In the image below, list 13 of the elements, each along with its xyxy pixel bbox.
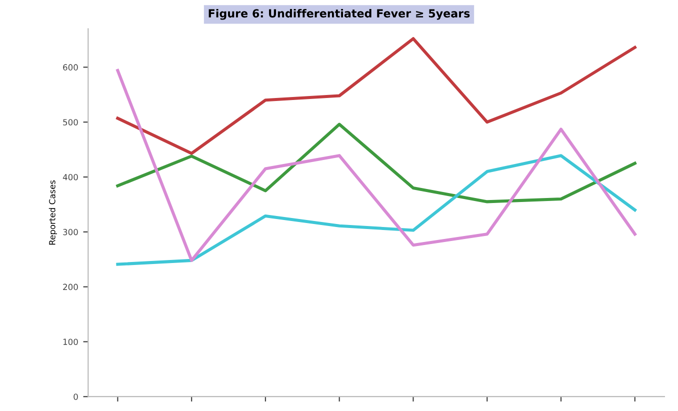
y-tick-label: 0: [74, 394, 78, 400]
line-series: [116, 122, 636, 204]
y-tick-label: 100: [63, 338, 78, 345]
y-axis-title: Reported Cases: [48, 180, 57, 245]
line-series: [116, 68, 636, 262]
line-series: [116, 154, 636, 266]
y-tick-label: 500: [63, 119, 78, 126]
y-tick-label: 400: [62, 174, 78, 180]
line-series: [116, 37, 636, 155]
y-tick-label: 300: [63, 228, 78, 236]
y-tick-label: 200: [63, 284, 78, 290]
y-tick-label: 600: [63, 64, 78, 70]
chart-title: Figure 6: Undifferentiated Fever ≥ 5years: [208, 8, 470, 20]
